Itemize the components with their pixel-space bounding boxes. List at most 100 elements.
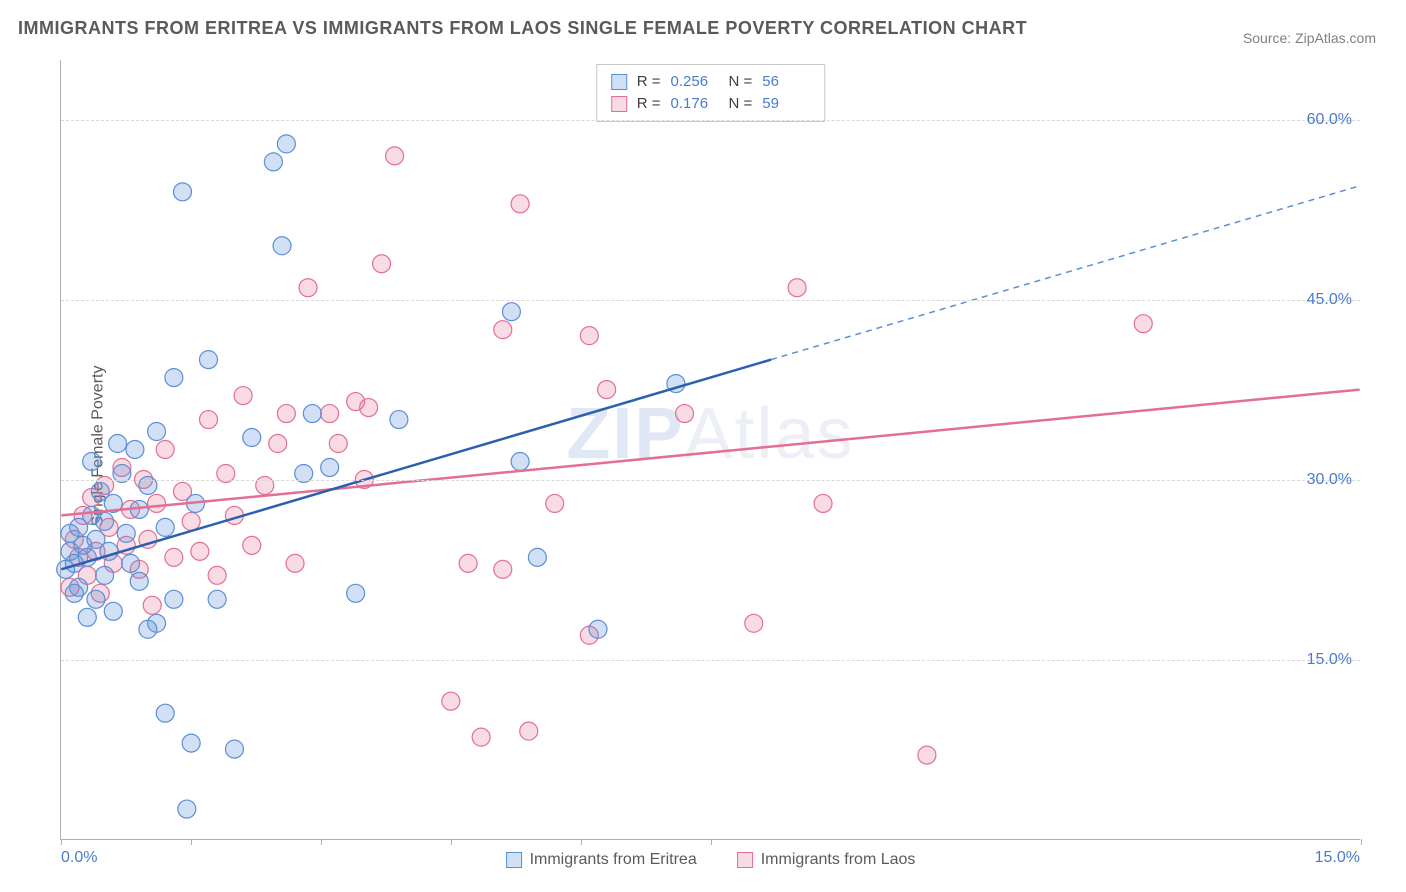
data-point-b (918, 746, 936, 764)
data-point-b (286, 554, 304, 572)
x-tick (61, 839, 62, 845)
data-point-b (208, 566, 226, 584)
data-point-b (494, 560, 512, 578)
data-point-a (589, 620, 607, 638)
data-point-b (814, 494, 832, 512)
data-point-b (143, 596, 161, 614)
grid-line (61, 120, 1360, 121)
data-point-a (148, 614, 166, 632)
data-point-a (156, 704, 174, 722)
data-point-b (511, 195, 529, 213)
data-point-a (122, 554, 140, 572)
data-point-b (148, 494, 166, 512)
data-point-a (165, 590, 183, 608)
plot-area: ZIPAtlas R = 0.256 N = 56 R = 0.176 N = … (60, 60, 1360, 840)
data-point-b (580, 327, 598, 345)
stats-legend: R = 0.256 N = 56 R = 0.176 N = 59 (596, 64, 826, 122)
x-tick (321, 839, 322, 845)
stats-row-b: R = 0.176 N = 59 (611, 93, 811, 115)
data-point-b (788, 279, 806, 297)
data-point-a (156, 518, 174, 536)
grid-line (61, 480, 1360, 481)
data-point-a (347, 584, 365, 602)
y-tick-label: 45.0% (1307, 291, 1352, 309)
data-point-b (472, 728, 490, 746)
swatch-series-a (611, 74, 627, 90)
legend-item-a: Immigrants from Eritrea (506, 851, 697, 869)
x-tick (581, 839, 582, 845)
x-tick (451, 839, 452, 845)
data-point-b (243, 536, 261, 554)
data-point-b (598, 381, 616, 399)
stat-n-b: 59 (762, 93, 810, 115)
data-point-a (511, 452, 529, 470)
data-point-a (182, 734, 200, 752)
data-point-a (264, 153, 282, 171)
stat-r-a: 0.256 (671, 71, 719, 93)
stat-r-b: 0.176 (671, 93, 719, 115)
stat-r-label: R = (637, 71, 661, 93)
data-point-b (459, 554, 477, 572)
legend-label-a: Immigrants from Eritrea (530, 851, 697, 869)
trend-line (61, 390, 1359, 516)
data-point-b (182, 512, 200, 530)
grid-line (61, 660, 1360, 661)
data-point-b (546, 494, 564, 512)
data-point-a (225, 740, 243, 758)
data-point-b (199, 411, 217, 429)
data-point-a (390, 411, 408, 429)
data-point-a (87, 590, 105, 608)
data-point-a (104, 602, 122, 620)
stat-n-label: N = (729, 93, 753, 115)
data-point-a (83, 452, 101, 470)
data-point-a (502, 303, 520, 321)
data-point-b (360, 399, 378, 417)
data-point-a (303, 405, 321, 423)
legend-label-b: Immigrants from Laos (761, 851, 916, 869)
trend-line (61, 360, 771, 570)
stat-r-label: R = (637, 93, 661, 115)
legend-item-b: Immigrants from Laos (737, 851, 916, 869)
data-point-b (165, 548, 183, 566)
data-point-b (234, 387, 252, 405)
series-legend: Immigrants from Eritrea Immigrants from … (506, 851, 916, 869)
data-point-a (96, 512, 114, 530)
y-tick-label: 60.0% (1307, 111, 1352, 129)
data-point-a (178, 800, 196, 818)
x-tick-label-left: 0.0% (61, 849, 97, 867)
y-tick-label: 30.0% (1307, 471, 1352, 489)
data-point-b (373, 255, 391, 273)
data-point-b (321, 405, 339, 423)
source-attribution: Source: ZipAtlas.com (1243, 30, 1376, 46)
data-point-b (269, 435, 287, 453)
data-point-b (299, 279, 317, 297)
data-point-a (117, 524, 135, 542)
data-point-a (130, 572, 148, 590)
chart-title: IMMIGRANTS FROM ERITREA VS IMMIGRANTS FR… (18, 18, 1027, 39)
data-point-b (156, 441, 174, 459)
data-point-b (277, 405, 295, 423)
x-tick (191, 839, 192, 845)
chart-svg (61, 60, 1360, 839)
data-point-a (126, 441, 144, 459)
stat-n-a: 56 (762, 71, 810, 93)
data-point-a (199, 351, 217, 369)
data-point-a (243, 429, 261, 447)
data-point-a (78, 608, 96, 626)
x-tick (711, 839, 712, 845)
data-point-a (321, 458, 339, 476)
data-point-b (1134, 315, 1152, 333)
data-point-a (96, 566, 114, 584)
data-point-b (442, 692, 460, 710)
grid-line (61, 300, 1360, 301)
x-tick-label-right: 15.0% (1315, 849, 1360, 867)
data-point-a (174, 183, 192, 201)
stat-n-label: N = (729, 71, 753, 93)
data-point-a (277, 135, 295, 153)
trend-line (771, 186, 1360, 360)
data-point-a (70, 578, 88, 596)
data-point-b (676, 405, 694, 423)
data-point-b (520, 722, 538, 740)
data-point-a (208, 590, 226, 608)
data-point-a (148, 423, 166, 441)
